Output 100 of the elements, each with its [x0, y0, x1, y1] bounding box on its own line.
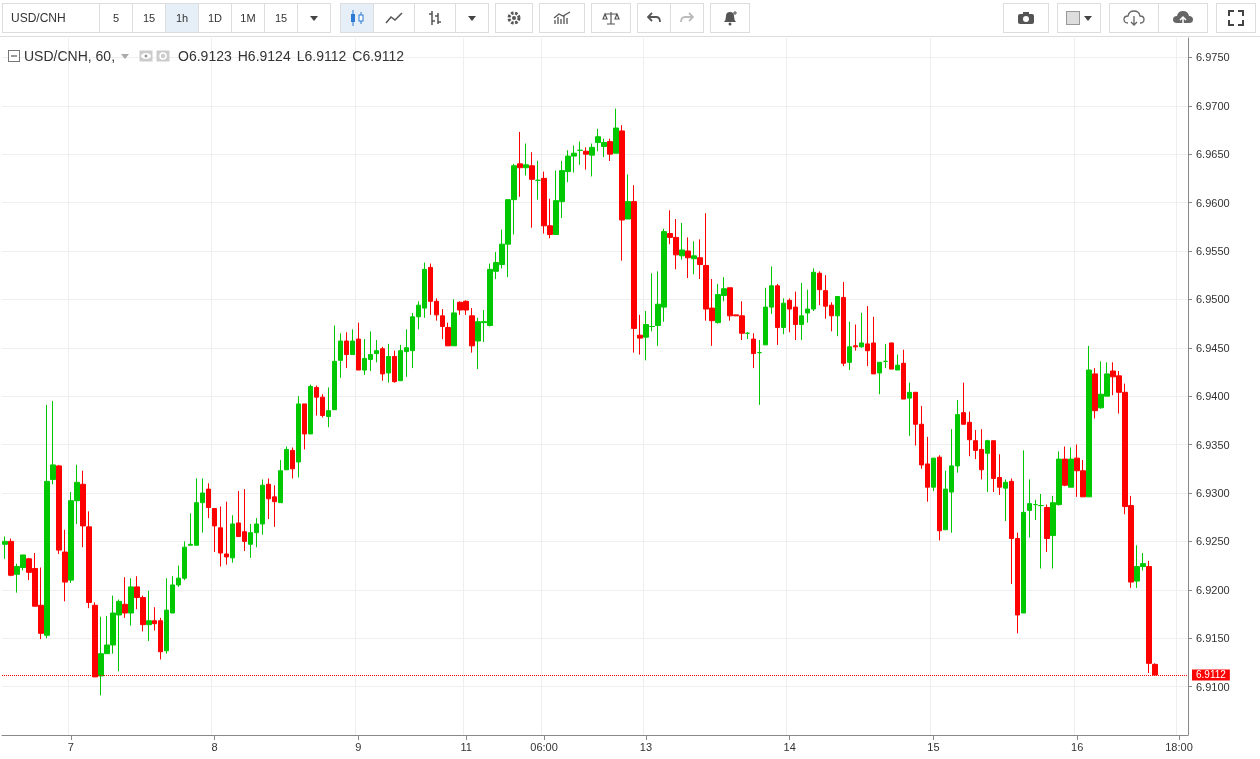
annotation: L6.9112: [296, 48, 347, 64]
candlestick: [374, 339, 379, 363]
candlestick: [901, 349, 906, 400]
candlestick: [1038, 493, 1044, 569]
y-tick-label: 6.9750: [1196, 51, 1230, 64]
candlestick: [308, 384, 313, 435]
annotation: C6.9112: [352, 48, 405, 64]
x-tick-label: 14: [783, 740, 796, 753]
candlestick: [907, 382, 912, 437]
y-tick-label: 6.9400: [1196, 390, 1230, 403]
candlestick: [583, 146, 589, 171]
candlestick: [1092, 367, 1098, 419]
candlestick: [296, 395, 301, 478]
candlestick: [206, 482, 211, 519]
candlestick: [380, 346, 385, 382]
candlestick: [781, 297, 786, 335]
candlestick: [344, 331, 349, 369]
candlestick: [883, 343, 888, 369]
candlestick: [392, 350, 397, 384]
x-tick-label: 7: [67, 740, 74, 753]
candlestick: [284, 446, 289, 471]
y-tick-label: 6.9150: [1196, 632, 1230, 645]
candlestick: [1044, 504, 1050, 553]
candlestick: [1146, 560, 1152, 674]
text: USD/CNH, 60,: [24, 48, 116, 64]
candlestick: [631, 184, 637, 354]
candlestick: [637, 314, 643, 356]
candlestick: [1068, 446, 1074, 488]
x-tick-label: 11: [460, 740, 472, 753]
ref-line-label: 6.9112: [1196, 669, 1227, 681]
y-tick-label: 6.9100: [1196, 680, 1230, 693]
candlestick: [44, 404, 50, 639]
candlestick: [8, 537, 14, 577]
candlestick: [326, 386, 331, 428]
candlestick: [445, 322, 451, 347]
candlestick: [517, 131, 523, 198]
candlestick: [841, 281, 846, 367]
candlestick: [895, 354, 900, 371]
candlestick: [332, 325, 337, 411]
candlestick: [613, 108, 619, 154]
candlestick: [290, 446, 295, 479]
text: 1h: [165, 3, 199, 33]
x-tick-label: 15: [927, 740, 940, 753]
text: 15: [132, 3, 166, 33]
candlestick: [56, 464, 62, 555]
candlestick: [469, 307, 475, 354]
x-tick-label: 16: [1071, 740, 1084, 753]
candlestick: [931, 457, 936, 492]
text: USD/CNH: [2, 3, 100, 33]
candlestick: [877, 361, 882, 395]
y-tick-label: 6.9250: [1196, 535, 1230, 548]
x-tick-label: 9: [355, 740, 362, 753]
candlestick: [859, 312, 864, 349]
candlestick: [529, 151, 535, 229]
candlestick: [853, 324, 858, 352]
y-tick-label: 6.9200: [1196, 583, 1230, 596]
text: 5: [99, 3, 133, 33]
candlestick: [691, 240, 697, 275]
candlestick: [889, 342, 894, 370]
candlestick: [1027, 478, 1032, 539]
candlestick: [356, 322, 361, 371]
candlestick: [835, 295, 840, 337]
candlestick: [350, 328, 355, 356]
candlestick: [302, 403, 307, 450]
candlestick: [685, 236, 691, 279]
x-tick-label: 18:00: [1165, 740, 1193, 753]
candlestick: [128, 577, 134, 627]
candlestick: [775, 283, 780, 346]
candlestick: [697, 238, 703, 280]
candlestick: [937, 454, 942, 541]
y-tick-label: 6.9650: [1196, 148, 1230, 161]
text: 1M: [231, 3, 265, 33]
candlestick: [212, 507, 217, 553]
x-tick-label: 06:00: [530, 740, 558, 753]
y-tick-label: 6.9550: [1196, 244, 1230, 257]
candlestick: [577, 141, 583, 166]
candlestick: [338, 332, 343, 379]
candlestick: [122, 576, 128, 619]
candlestick: [817, 270, 822, 306]
candlestick: [799, 282, 804, 341]
candlestick: [589, 143, 595, 177]
candlestick: [230, 514, 235, 564]
x-tick-label: 13: [639, 740, 653, 753]
y-tick-label: 6.9450: [1196, 341, 1230, 354]
candlestick: [1021, 449, 1026, 614]
candlestick: [50, 400, 56, 485]
y-tick-label: 6.9350: [1196, 438, 1230, 451]
candlestick: [451, 298, 457, 347]
candlestick: [619, 124, 625, 262]
candlestick: [1033, 499, 1038, 521]
annotation: O6.9123: [178, 48, 232, 64]
candlestick: [62, 529, 68, 602]
candlestick: [847, 321, 852, 371]
y-tick-label: 6.9600: [1196, 196, 1230, 209]
candlestick: [679, 222, 685, 261]
candlestick: [1086, 345, 1092, 498]
candlestick: [535, 160, 541, 201]
x-tick-label: 8: [211, 740, 218, 753]
y-tick-label: 6.9700: [1196, 99, 1230, 112]
candlestick: [1003, 478, 1008, 522]
